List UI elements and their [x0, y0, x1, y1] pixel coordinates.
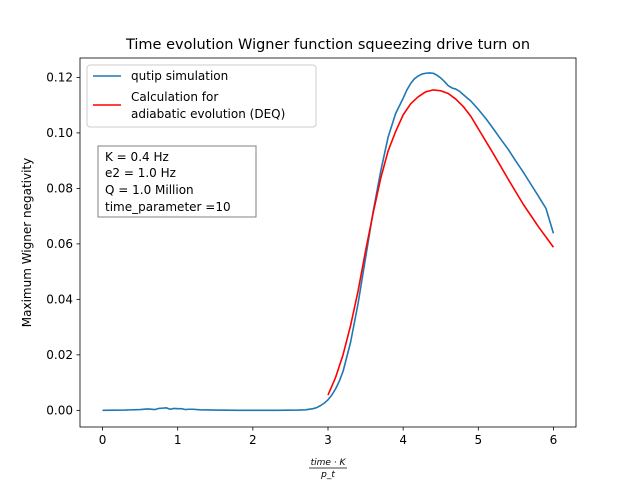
legend-box	[86, 64, 317, 128]
x-axis-label: time · K p_t	[309, 458, 347, 480]
legend-label-qutip: qutip simulation	[131, 69, 228, 83]
x-axis-label-denominator: p_t	[320, 470, 335, 480]
chart-title: Time evolution Wigner function squeezing…	[125, 37, 530, 53]
y-axis-label: Maximum Wigner negativity	[20, 158, 34, 327]
x-tick-label: 0	[99, 433, 107, 447]
y-tick-label: 0.12	[46, 71, 73, 85]
param-e2: e2 = 1.0 Hz	[105, 166, 176, 180]
y-tick-label: 0.04	[46, 293, 73, 307]
x-tick-label: 6	[550, 433, 558, 447]
y-tick-label: 0.08	[46, 182, 73, 196]
y-axis: 0.00 0.02 0.04 0.06 0.08 0.10 0.12	[46, 71, 80, 418]
param-k: K = 0.4 Hz	[105, 150, 169, 164]
x-tick-label: 5	[474, 433, 482, 447]
x-tick-label: 2	[249, 433, 257, 447]
legend: qutip simulation Calculation for adiabat…	[86, 64, 317, 128]
x-tick-label: 3	[324, 433, 332, 447]
y-tick-label: 0.06	[46, 237, 73, 251]
series-line-0	[102, 72, 555, 412]
legend-label-deq-line2: adiabatic evolution (DEQ)	[131, 107, 285, 121]
param-time: time_parameter =10	[105, 200, 231, 214]
x-axis: 0 1 2 3 4 5 6	[99, 427, 558, 447]
legend-label-deq-line1: Calculation for	[131, 90, 218, 104]
y-tick-label: 0.10	[46, 126, 73, 140]
parameter-box-frame	[97, 145, 257, 218]
x-tick-label: 4	[399, 433, 407, 447]
series-layer	[102, 72, 555, 412]
x-axis-label-numerator: time · K	[311, 458, 347, 468]
y-tick-label: 0.02	[46, 348, 73, 362]
param-q: Q = 1.0 Million	[105, 183, 194, 197]
x-tick-label: 1	[174, 433, 182, 447]
parameter-box: K = 0.4 Hz e2 = 1.0 Hz Q = 1.0 Million t…	[97, 145, 257, 218]
y-tick-label: 0.00	[46, 404, 73, 418]
series-line-1	[327, 89, 555, 396]
